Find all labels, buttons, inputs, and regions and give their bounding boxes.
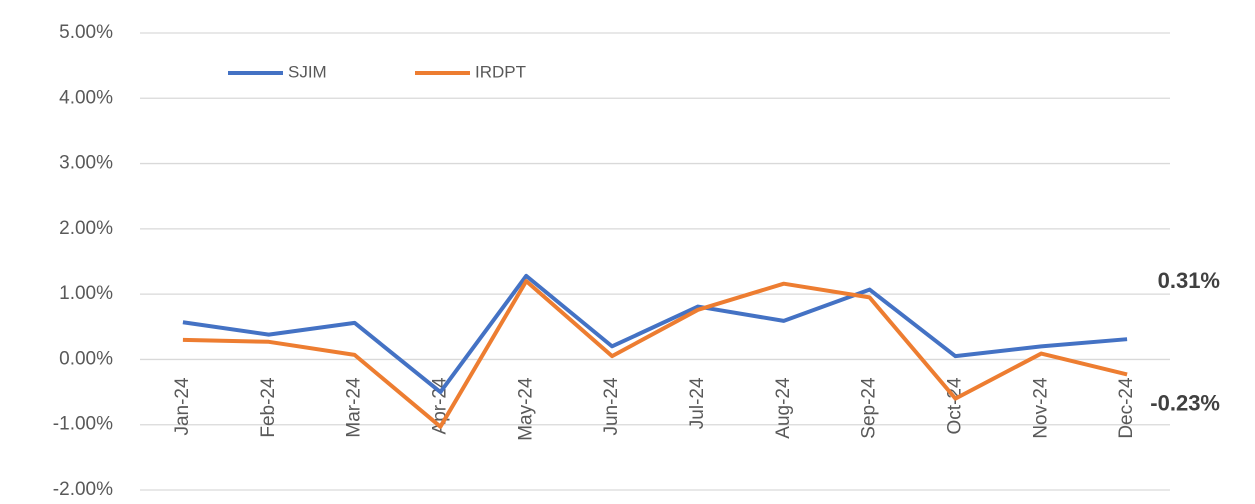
y-tick-label: -1.00% bbox=[53, 414, 113, 435]
data-label: 0.31% bbox=[1158, 268, 1220, 293]
x-tick-label: Nov-24 bbox=[1030, 377, 1051, 439]
y-tick-label: 1.00% bbox=[59, 283, 113, 304]
x-tick-label: Dec-24 bbox=[1116, 377, 1137, 439]
x-tick-label: Feb-24 bbox=[258, 377, 279, 438]
y-tick-label: 3.00% bbox=[59, 153, 113, 174]
line-series bbox=[182, 279, 1128, 429]
x-tick-label: Oct-24 bbox=[944, 377, 965, 434]
data-label: -0.23% bbox=[1150, 390, 1220, 415]
legend-label: IRDPT bbox=[475, 62, 526, 81]
x-tick-label: Sep-24 bbox=[859, 377, 880, 439]
x-tick-label: Jul-24 bbox=[687, 377, 708, 429]
x-tick-label: Mar-24 bbox=[344, 377, 365, 438]
x-tick-label: May-24 bbox=[515, 377, 536, 441]
legend-label: SJIM bbox=[288, 62, 327, 81]
y-tick-label: 2.00% bbox=[59, 218, 113, 239]
x-tick-label: Jan-24 bbox=[172, 377, 193, 436]
line-series bbox=[182, 273, 1128, 395]
y-tick-label: -2.00% bbox=[53, 479, 113, 500]
y-tick-label: 4.00% bbox=[59, 87, 113, 108]
y-tick-label: 0.00% bbox=[59, 348, 113, 369]
y-tick-label: 5.00% bbox=[59, 22, 113, 43]
x-tick-label: Jun-24 bbox=[601, 377, 622, 436]
x-tick-label: Aug-24 bbox=[773, 377, 794, 439]
